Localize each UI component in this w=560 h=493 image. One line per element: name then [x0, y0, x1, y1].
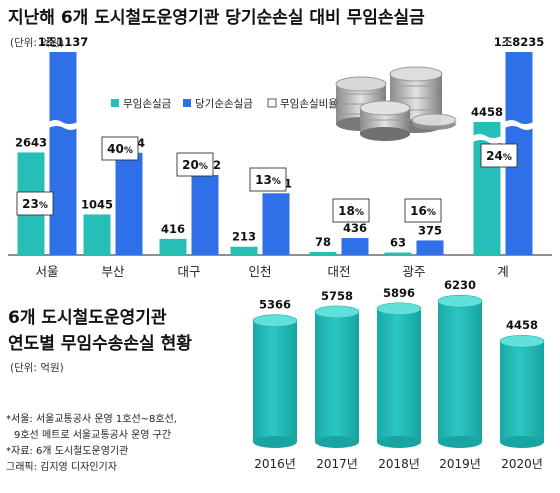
- bar-label-teal: 2643: [15, 135, 47, 149]
- bar-blue-0: [49, 52, 77, 255]
- ratio-label: 18%: [338, 204, 364, 218]
- ratio-label: 40%: [107, 142, 133, 156]
- bar-blue-2: [191, 174, 219, 255]
- ratio-box: [249, 167, 287, 192]
- ratio-box: [332, 198, 370, 223]
- year-label: 2020년: [501, 457, 543, 471]
- legend-swatch-teal: [111, 99, 119, 107]
- legend-swatch-blue: [183, 99, 191, 107]
- ratio-unit: %: [199, 162, 208, 172]
- cylinder-bar: [253, 320, 297, 442]
- cylinder-bar: [315, 311, 359, 442]
- cylinder-top: [314, 305, 360, 319]
- section-unit: (단위: 억원): [10, 361, 64, 374]
- category-label: 대전: [327, 264, 350, 279]
- legend-label: 무임손실금: [123, 97, 172, 110]
- category-label: 계: [497, 264, 509, 279]
- ratio-label: 16%: [410, 204, 436, 218]
- ratio-box: [480, 143, 518, 168]
- bar-label-teal: 63: [390, 236, 406, 250]
- category-label: 대구: [177, 264, 200, 279]
- chart-title: 지난해 6개 도시철도운영기관 당기순손실 대비 무임손실금: [8, 7, 425, 28]
- bar-teal-5: [384, 252, 412, 255]
- note-line: *자료: 6개 도시철도운영기관: [6, 445, 128, 457]
- cylinder-base: [315, 436, 359, 448]
- category-label: 인천: [248, 264, 271, 279]
- cylinder-bar: [438, 301, 482, 442]
- cylinder-bar: [377, 308, 421, 442]
- year-label: 2017년: [316, 457, 358, 471]
- bar-label-blue: 436: [343, 221, 367, 235]
- year-value-label: 6230: [444, 278, 476, 292]
- cylinder-top: [437, 294, 483, 308]
- bar-label-blue: 1조8235: [494, 35, 545, 49]
- year-value-label: 5896: [383, 286, 415, 300]
- cylinder-base: [253, 436, 297, 448]
- ratio-box: [16, 191, 54, 216]
- year-value-label: 5366: [259, 298, 291, 312]
- bar-label-blue: 1조1137: [38, 35, 89, 49]
- ratio-box: [176, 152, 214, 177]
- cylinder-top: [499, 334, 545, 348]
- bar-teal-1: [83, 214, 111, 255]
- cylinder-base: [377, 436, 421, 448]
- year-value-label: 4458: [506, 318, 538, 332]
- bar-label-blue: 375: [418, 223, 442, 237]
- axis-break-mark: [504, 120, 534, 130]
- note-line: 그래픽: 김지영 디자인기자: [6, 461, 117, 473]
- cylinder-base: [438, 436, 482, 448]
- cylinder-bar: [500, 341, 544, 442]
- coins-icon: [335, 66, 457, 141]
- ratio-unit: %: [355, 208, 364, 218]
- axis-break-mark: [472, 134, 502, 144]
- bar-teal-4: [309, 251, 337, 255]
- bar-teal-2: [159, 238, 187, 255]
- cylinder-top: [376, 302, 422, 316]
- bar-teal-3: [230, 246, 258, 255]
- bar-blue-1: [115, 152, 143, 255]
- section-title-line1: 6개 도시철도운영기관: [8, 308, 167, 328]
- ratio-label: 24%: [486, 149, 512, 163]
- year-value-label: 5758: [321, 289, 353, 303]
- top-chart: 26431조1137서울10452634부산4162062대구2131591인천…: [8, 35, 552, 279]
- bar-blue-3: [262, 193, 290, 255]
- bar-label-teal: 78: [315, 235, 331, 249]
- chart-unit: (단위: 억원): [10, 36, 64, 49]
- ratio-box: [404, 198, 442, 223]
- year-label: 2019년: [439, 457, 481, 471]
- note-line: *서울: 서울교통공사 운영 1호선~8호선,: [6, 413, 177, 425]
- ratio-label: 23%: [22, 197, 48, 211]
- ratio-unit: %: [124, 146, 133, 156]
- ratio-box: [101, 136, 139, 161]
- legend-label: 무임손실비율: [280, 97, 338, 110]
- bar-blue-5: [416, 240, 444, 255]
- bar-label-teal: 1045: [81, 197, 113, 211]
- section-title-line2: 연도별 무임수송손실 현황: [8, 333, 192, 354]
- legend-swatch-outline: [267, 98, 277, 108]
- category-label: 부산: [101, 264, 125, 279]
- ratio-unit: %: [427, 208, 436, 218]
- bar-label-teal: 4458: [471, 105, 503, 119]
- ratio-unit: %: [503, 153, 512, 163]
- cylinder-base: [500, 436, 544, 448]
- axis-break-mark: [48, 120, 78, 130]
- category-label: 광주: [402, 264, 425, 279]
- bottom-chart: 5366 2016년 5758 2017년 5896 2018년 6230 2019년 4458…: [252, 278, 545, 471]
- ratio-unit: %: [272, 177, 281, 187]
- note-line: 9호선 메트로 서울교통공사 운영 구간: [14, 429, 171, 441]
- bar-label-teal: 213: [232, 230, 256, 244]
- bar-blue-4: [341, 238, 369, 255]
- legend-label: 당기순손실금: [195, 98, 253, 110]
- year-label: 2018년: [378, 457, 420, 471]
- ratio-label: 20%: [182, 158, 208, 172]
- cylinder-top: [252, 314, 298, 328]
- category-label: 서울: [35, 264, 58, 279]
- ratio-unit: %: [39, 201, 48, 211]
- bar-label-teal: 416: [161, 222, 185, 236]
- year-label: 2016년: [254, 457, 296, 471]
- legend: 무임손실금 당기순손실금 무임손실비율: [111, 97, 338, 110]
- ratio-label: 13%: [255, 173, 281, 187]
